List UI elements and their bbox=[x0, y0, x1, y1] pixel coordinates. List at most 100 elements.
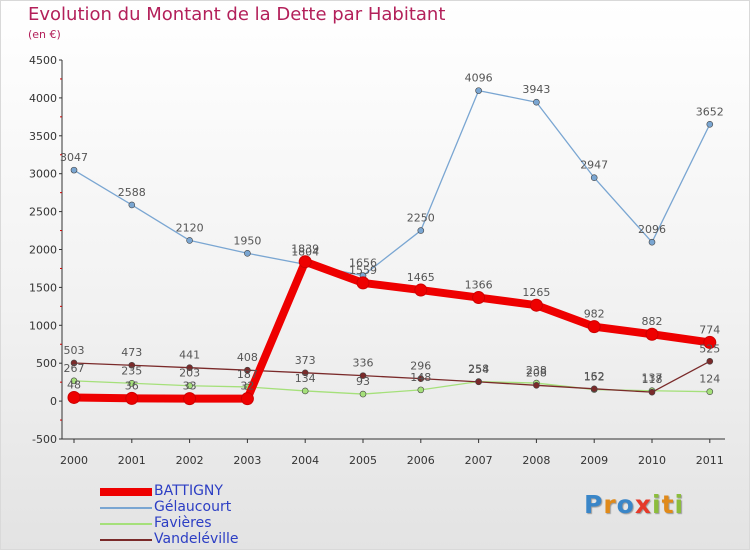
data-label-favieres: 258 bbox=[468, 363, 489, 376]
legend-item-favieres: Favières bbox=[100, 515, 340, 532]
data-point-battigny bbox=[298, 255, 312, 269]
data-point-gelaucourt bbox=[475, 87, 482, 94]
y-tick-label: -500 bbox=[32, 433, 57, 446]
data-label-gelaucourt: 3047 bbox=[60, 151, 88, 164]
x-tick-label: 2002 bbox=[176, 454, 204, 467]
data-point-vandeleville bbox=[417, 375, 425, 382]
data-point-battigny bbox=[529, 298, 543, 312]
chart-subtitle: (en €) bbox=[28, 28, 61, 41]
data-label-gelaucourt: 2588 bbox=[118, 186, 146, 199]
data-point-gelaucourt bbox=[70, 166, 78, 174]
y-tick-label: 500 bbox=[36, 357, 57, 370]
legend-swatch-vandeleville bbox=[100, 539, 152, 541]
legend-item-vandeleville: Vandeléville bbox=[100, 531, 340, 548]
data-point-gelaucourt bbox=[706, 120, 714, 128]
legend-label-battigny: BATTIGNY bbox=[154, 483, 223, 499]
x-tick-label: 2001 bbox=[118, 454, 146, 467]
data-label-gelaucourt: 3943 bbox=[522, 83, 550, 96]
y-tick-label: 1000 bbox=[29, 319, 57, 332]
data-label-gelaucourt: 2096 bbox=[638, 223, 666, 236]
data-label-gelaucourt: 1804 bbox=[291, 245, 319, 258]
proxiti-logo: Proxiti bbox=[584, 490, 684, 519]
legend-swatch-battigny bbox=[100, 488, 152, 496]
data-label-vandeleville: 525 bbox=[699, 342, 720, 355]
data-point-gelaucourt bbox=[417, 227, 425, 234]
legend-label-vandeleville: Vandeléville bbox=[154, 531, 239, 547]
data-label-battigny: 32 bbox=[240, 380, 254, 393]
data-label-vandeleville: 473 bbox=[121, 346, 142, 359]
data-label-favieres: 203 bbox=[179, 367, 200, 380]
data-point-vandeleville bbox=[70, 359, 78, 367]
data-point-vandeleville bbox=[590, 385, 598, 393]
data-point-vandeleville bbox=[648, 388, 656, 396]
data-point-battigny bbox=[356, 276, 370, 290]
data-point-gelaucourt bbox=[186, 237, 193, 244]
y-tick-label: 4500 bbox=[29, 54, 57, 67]
data-label-gelaucourt: 2120 bbox=[176, 221, 204, 234]
x-tick-label: 2007 bbox=[465, 454, 493, 467]
legend-item-gelaucourt: Gélaucourt bbox=[100, 499, 340, 516]
data-point-favieres bbox=[359, 390, 367, 398]
data-label-battigny: 36 bbox=[125, 379, 139, 392]
data-point-vandeleville bbox=[301, 369, 309, 377]
x-tick-label: 2010 bbox=[638, 454, 666, 467]
data-point-battigny bbox=[67, 390, 81, 404]
x-tick-label: 2005 bbox=[349, 454, 377, 467]
data-label-vandeleville: 373 bbox=[295, 354, 316, 367]
legend-swatch-favieres bbox=[100, 523, 152, 525]
data-label-battigny: 982 bbox=[584, 308, 605, 321]
data-point-favieres bbox=[128, 379, 136, 387]
logo-letter: x bbox=[634, 490, 652, 519]
legend-label-favieres: Favières bbox=[154, 515, 212, 531]
x-tick-label: 2008 bbox=[522, 454, 550, 467]
data-label-favieres: 148 bbox=[410, 371, 431, 384]
data-label-vandeleville: 441 bbox=[179, 349, 200, 362]
data-point-favieres bbox=[417, 386, 425, 394]
data-point-favieres bbox=[70, 377, 78, 385]
chart-title: Evolution du Montant de la Dette par Hab… bbox=[28, 4, 446, 25]
data-point-gelaucourt bbox=[590, 174, 598, 182]
data-label-vandeleville: 503 bbox=[64, 344, 85, 357]
data-label-gelaucourt: 4096 bbox=[465, 72, 493, 85]
series-line-gelaucourt bbox=[73, 89, 711, 277]
logo-letter: P bbox=[584, 490, 604, 519]
series-line-vandeleville bbox=[73, 360, 711, 393]
data-label-vandeleville: 296 bbox=[410, 360, 431, 373]
data-label-vandeleville: 336 bbox=[353, 357, 374, 370]
x-tick-label: 2009 bbox=[580, 454, 608, 467]
data-label-battigny: 33 bbox=[183, 380, 197, 393]
data-label-battigny: 1559 bbox=[349, 264, 377, 277]
data-label-vandeleville: 408 bbox=[237, 351, 258, 364]
data-point-vandeleville bbox=[706, 358, 714, 365]
data-point-gelaucourt bbox=[648, 238, 656, 246]
data-label-battigny: 882 bbox=[642, 315, 663, 328]
data-point-vandeleville bbox=[186, 364, 193, 371]
data-label-vandeleville: 162 bbox=[584, 370, 605, 383]
x-tick-label: 2004 bbox=[291, 454, 319, 467]
data-label-favieres: 134 bbox=[295, 372, 316, 385]
data-label-battigny: 1265 bbox=[522, 286, 550, 299]
data-label-battigny: 1465 bbox=[407, 271, 435, 284]
logo-letter: i bbox=[652, 490, 662, 519]
data-label-favieres: 187 bbox=[237, 368, 258, 381]
y-tick-label: 2500 bbox=[29, 206, 57, 219]
data-label-vandeleville: 254 bbox=[468, 363, 489, 376]
series-line-favieres bbox=[73, 380, 711, 395]
data-point-favieres bbox=[706, 388, 714, 396]
data-label-gelaucourt: 1950 bbox=[233, 234, 261, 247]
data-label-vandeleville: 118 bbox=[642, 373, 663, 386]
data-point-battigny bbox=[587, 320, 601, 334]
data-label-gelaucourt: 3652 bbox=[696, 105, 724, 118]
x-tick-label: 2006 bbox=[407, 454, 435, 467]
data-point-gelaucourt bbox=[533, 98, 540, 106]
data-label-battigny: 1839 bbox=[291, 243, 319, 256]
data-label-favieres: 152 bbox=[584, 371, 605, 384]
logo-letter: r bbox=[603, 490, 617, 519]
y-tick-label: 3000 bbox=[29, 168, 57, 181]
data-label-battigny: 1366 bbox=[465, 279, 493, 292]
x-tick-label: 2011 bbox=[696, 454, 724, 467]
data-label-vandeleville: 208 bbox=[526, 366, 547, 379]
data-label-gelaucourt: 2250 bbox=[407, 212, 435, 225]
